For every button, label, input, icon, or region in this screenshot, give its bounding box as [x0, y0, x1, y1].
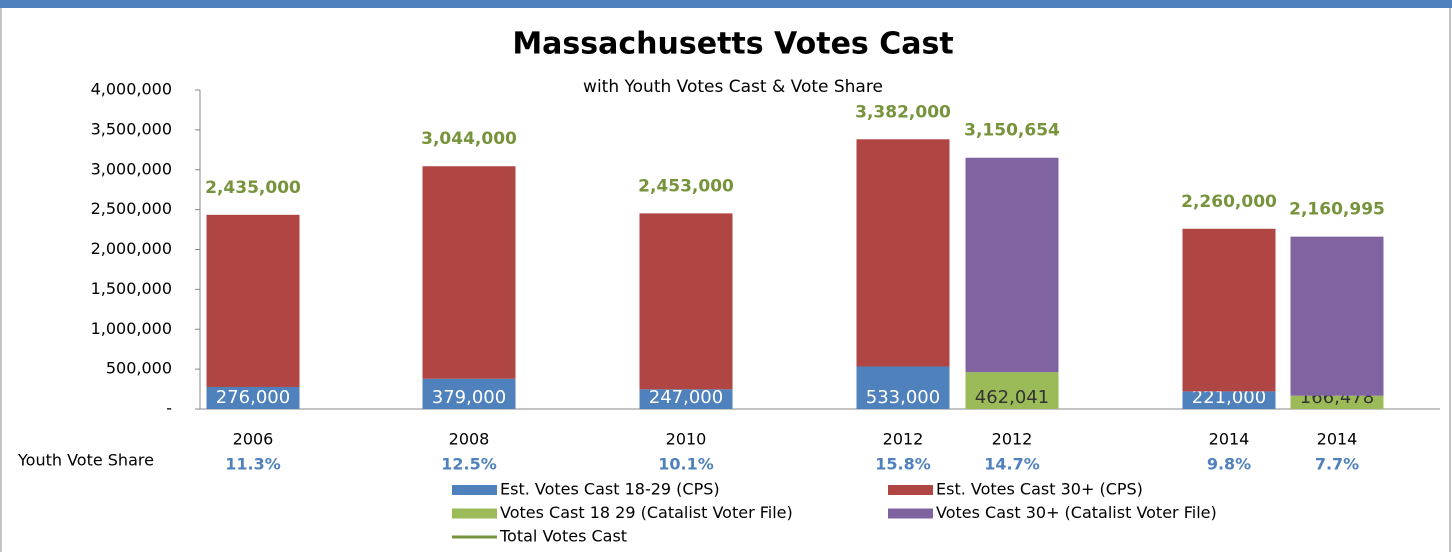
legend-label: Total Votes Cast: [499, 527, 627, 546]
x-tick-label: 2008: [449, 430, 490, 449]
y-tick-label: 1,000,000: [91, 319, 172, 338]
chart-subtitle: with Youth Votes Cast & Vote Share: [583, 77, 883, 97]
bar-segment: [1290, 236, 1384, 396]
segment-label: 221,000: [1192, 387, 1266, 408]
y-tick-label: 2,000,000: [91, 239, 172, 258]
share-label: 14.7%: [984, 455, 1040, 474]
y-tick-label: 3,500,000: [91, 119, 172, 138]
x-tick-label: 2014: [1317, 430, 1358, 449]
share-label: 15.8%: [875, 455, 931, 474]
y-tick-label: 1,500,000: [91, 279, 172, 298]
share-label: 9.8%: [1207, 455, 1251, 474]
y-tick-label: 500,000: [106, 359, 172, 378]
chart-title: Massachusetts Votes Cast: [512, 27, 953, 62]
x-tick-label: 2014: [1209, 430, 1250, 449]
bar-segment: [1182, 228, 1276, 392]
total-label: 3,150,654: [964, 121, 1060, 141]
total-label: 2,260,000: [1181, 192, 1277, 212]
bar-segment: [965, 157, 1059, 373]
top-bar: [0, 0, 1452, 8]
y-tick-label: -: [166, 399, 172, 418]
y-tick-label: 4,000,000: [91, 80, 172, 99]
legend-swatch: [452, 508, 497, 519]
segment-label: 462,041: [975, 387, 1049, 408]
legend-label: Votes Cast 30+ (Catalist Voter File): [936, 503, 1217, 522]
segment-label: 379,000: [432, 387, 506, 408]
bar-segment: [422, 378, 516, 409]
total-label: 2,453,000: [638, 176, 734, 196]
x-tick-label: 2006: [233, 430, 274, 449]
share-label: 11.3%: [225, 455, 281, 474]
y-tick-label: 2,500,000: [91, 199, 172, 218]
total-label: 3,382,000: [855, 102, 951, 122]
segment-label: 276,000: [216, 387, 290, 408]
legend-swatch: [452, 485, 497, 495]
bar-segment: [206, 386, 300, 409]
legend-swatch: [888, 508, 933, 519]
share-row-label: Youth Vote Share: [17, 451, 154, 470]
segment-label: 533,000: [866, 387, 940, 408]
legend-label: Est. Votes Cast 18-29 (CPS): [500, 480, 720, 499]
total-label: 2,435,000: [205, 178, 301, 198]
y-tick-label: 3,000,000: [91, 159, 172, 178]
segment-label: 247,000: [649, 387, 723, 408]
bar-segment: [206, 214, 300, 387]
bar-segment: [1290, 395, 1384, 409]
bar-segment: [856, 139, 950, 367]
x-tick-label: 2012: [992, 430, 1033, 449]
bar-segment: [856, 366, 950, 409]
share-label: 10.1%: [658, 455, 714, 474]
share-label: 7.7%: [1315, 455, 1359, 474]
bar-segment: [1182, 391, 1276, 409]
share-label: 12.5%: [441, 455, 497, 474]
legend-swatch: [888, 485, 933, 495]
legend-label: Votes Cast 18 29 (Catalist Voter File): [500, 503, 793, 522]
bar-segment: [965, 372, 1059, 409]
bar-segment: [422, 166, 516, 379]
x-tick-label: 2012: [883, 430, 924, 449]
bar-segment: [639, 213, 733, 390]
legend-label: Est. Votes Cast 30+ (CPS): [936, 480, 1143, 499]
bar-segment: [639, 389, 733, 409]
total-label: 3,044,000: [421, 129, 517, 149]
x-tick-label: 2010: [666, 430, 707, 449]
total-label: 2,160,995: [1289, 200, 1385, 220]
